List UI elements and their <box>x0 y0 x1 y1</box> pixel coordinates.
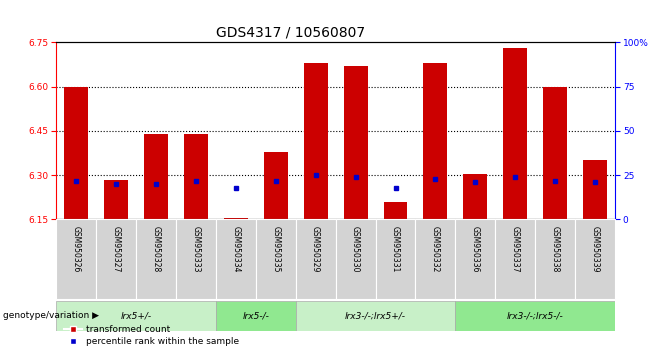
Bar <box>544 87 567 219</box>
Bar <box>583 160 607 219</box>
Bar <box>184 134 208 219</box>
Bar <box>503 48 527 219</box>
Bar <box>455 219 495 299</box>
Text: GSM950333: GSM950333 <box>191 226 200 272</box>
Bar <box>144 134 168 219</box>
Text: GSM950329: GSM950329 <box>311 226 320 272</box>
Text: lrx5+/-: lrx5+/- <box>120 312 151 320</box>
Bar <box>96 219 136 299</box>
Text: GSM950336: GSM950336 <box>471 226 480 272</box>
Bar <box>536 219 575 299</box>
Text: GSM950337: GSM950337 <box>511 226 520 272</box>
Text: GSM950338: GSM950338 <box>551 226 560 272</box>
Text: GSM950332: GSM950332 <box>431 226 440 272</box>
Bar <box>136 219 176 299</box>
Text: GSM950330: GSM950330 <box>351 226 360 272</box>
Bar <box>295 219 336 299</box>
Text: GSM950339: GSM950339 <box>591 226 599 272</box>
Bar <box>415 219 455 299</box>
Bar <box>303 63 328 219</box>
Legend: transformed count, percentile rank within the sample: transformed count, percentile rank withi… <box>61 321 242 349</box>
Bar <box>256 219 295 299</box>
Text: genotype/variation ▶: genotype/variation ▶ <box>3 312 99 320</box>
Text: GSM950335: GSM950335 <box>271 226 280 272</box>
Title: GDS4317 / 10560807: GDS4317 / 10560807 <box>216 26 365 40</box>
Bar <box>264 152 288 219</box>
Bar <box>56 301 216 331</box>
Bar <box>224 218 247 219</box>
Bar <box>424 63 447 219</box>
Bar <box>64 87 88 219</box>
Bar <box>216 219 256 299</box>
Text: lrx5-/-: lrx5-/- <box>242 312 269 320</box>
Bar <box>384 202 407 219</box>
Text: GSM950331: GSM950331 <box>391 226 400 272</box>
Text: GSM950334: GSM950334 <box>231 226 240 272</box>
Text: lrx3-/-;lrx5-/-: lrx3-/-;lrx5-/- <box>507 312 564 320</box>
Bar <box>343 66 368 219</box>
Bar <box>104 180 128 219</box>
Bar <box>176 219 216 299</box>
Bar <box>495 219 536 299</box>
Bar <box>376 219 415 299</box>
Bar <box>463 174 488 219</box>
Text: GSM950326: GSM950326 <box>72 226 80 272</box>
Text: lrx3-/-;lrx5+/-: lrx3-/-;lrx5+/- <box>345 312 406 320</box>
Bar <box>56 219 96 299</box>
Text: GSM950328: GSM950328 <box>151 226 161 272</box>
Text: GSM950327: GSM950327 <box>111 226 120 272</box>
Bar <box>295 301 455 331</box>
Bar <box>336 219 376 299</box>
Bar <box>575 219 615 299</box>
Bar <box>216 301 295 331</box>
Bar <box>455 301 615 331</box>
